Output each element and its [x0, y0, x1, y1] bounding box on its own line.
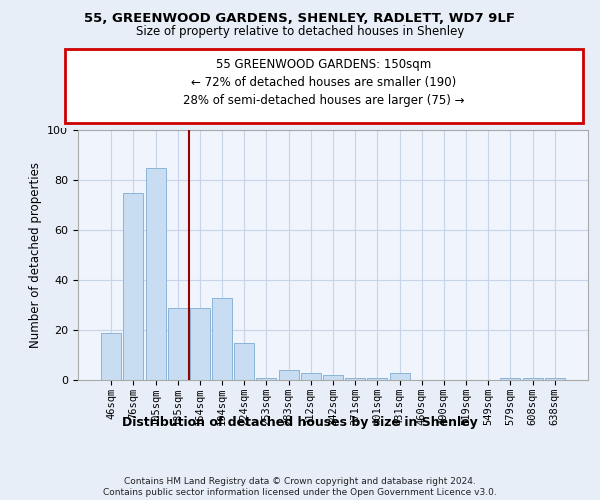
Bar: [101, 332, 121, 380]
Bar: [190, 308, 210, 380]
Bar: [345, 378, 365, 380]
Bar: [234, 342, 254, 380]
Bar: [301, 372, 321, 380]
Text: Contains HM Land Registry data © Crown copyright and database right 2024.: Contains HM Land Registry data © Crown c…: [124, 476, 476, 486]
Text: Distribution of detached houses by size in Shenley: Distribution of detached houses by size …: [122, 416, 478, 429]
Bar: [523, 378, 542, 380]
Bar: [168, 308, 188, 380]
Bar: [278, 370, 299, 380]
Bar: [256, 378, 277, 380]
Bar: [323, 375, 343, 380]
Y-axis label: Number of detached properties: Number of detached properties: [29, 162, 42, 348]
Text: 55, GREENWOOD GARDENS, SHENLEY, RADLETT, WD7 9LF: 55, GREENWOOD GARDENS, SHENLEY, RADLETT,…: [85, 12, 515, 26]
Bar: [367, 378, 388, 380]
Text: Contains public sector information licensed under the Open Government Licence v3: Contains public sector information licen…: [103, 488, 497, 497]
Text: Size of property relative to detached houses in Shenley: Size of property relative to detached ho…: [136, 25, 464, 38]
Bar: [124, 192, 143, 380]
Bar: [389, 372, 410, 380]
Text: 55 GREENWOOD GARDENS: 150sqm
← 72% of detached houses are smaller (190)
28% of s: 55 GREENWOOD GARDENS: 150sqm ← 72% of de…: [183, 58, 465, 106]
Bar: [146, 168, 166, 380]
Bar: [500, 378, 520, 380]
FancyBboxPatch shape: [65, 49, 583, 124]
Bar: [545, 378, 565, 380]
Bar: [212, 298, 232, 380]
